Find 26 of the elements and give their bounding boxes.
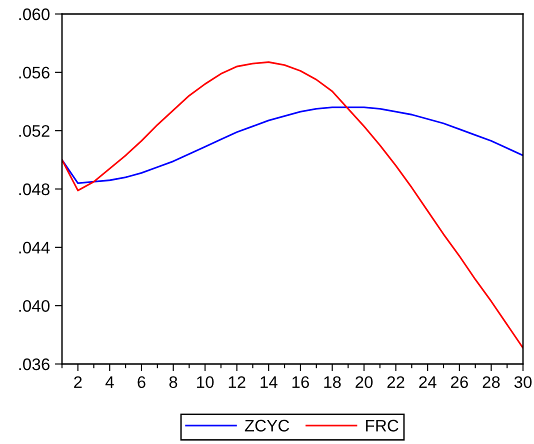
x-tick-label: 28 xyxy=(482,376,500,388)
x-tick-label: 6 xyxy=(138,376,146,388)
y-tick-label: .044 xyxy=(19,242,50,254)
x-tick-label: 26 xyxy=(450,376,468,388)
y-tick-label: .060 xyxy=(19,8,50,20)
x-tick-label: 24 xyxy=(419,376,436,388)
x-tick-label: 18 xyxy=(324,376,341,388)
x-tick-label: 20 xyxy=(356,376,373,388)
y-tick-label: .036 xyxy=(19,358,50,370)
x-tick-label: 2 xyxy=(74,376,82,388)
x-tick-label: 16 xyxy=(292,376,309,388)
line-series xyxy=(62,106,523,184)
legend-label: ZCYC xyxy=(244,420,290,432)
y-tick-label: .052 xyxy=(19,125,50,137)
x-tick-label: 30 xyxy=(514,376,532,388)
y-tick-label: .040 xyxy=(19,300,50,312)
y-tick-label: .056 xyxy=(19,66,50,79)
x-tick-label: 10 xyxy=(197,376,214,388)
x-tick-label: 8 xyxy=(169,376,178,388)
x-tick-label: 12 xyxy=(228,376,246,388)
line-series xyxy=(62,61,523,349)
x-tick-label: 14 xyxy=(260,376,278,388)
x-tick-label: 22 xyxy=(387,376,404,388)
y-tick-label: .048 xyxy=(19,183,50,196)
legend-label: FRC xyxy=(366,420,398,432)
x-tick-label: 4 xyxy=(105,376,114,388)
